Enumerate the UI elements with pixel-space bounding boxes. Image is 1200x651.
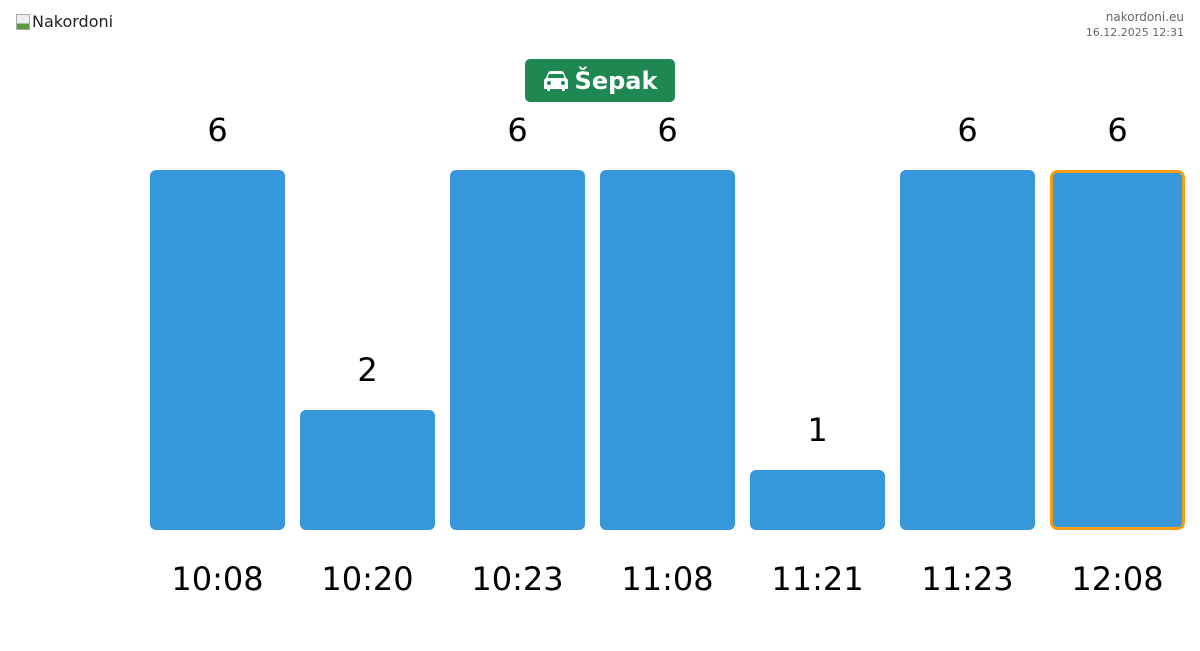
bar[interactable] (150, 170, 285, 530)
location-badge: Šepak (525, 59, 675, 102)
time-label: 11:23 (921, 560, 1013, 598)
logo[interactable]: Nakordoni (16, 12, 113, 31)
time-label: 12:08 (1071, 560, 1163, 598)
time-label: 11:21 (771, 560, 863, 598)
time-label: 10:23 (471, 560, 563, 598)
datetime: 16.12.2025 12:31 (1085, 26, 1184, 39)
time-label: 10:20 (321, 560, 413, 598)
value-label: 6 (1107, 111, 1127, 149)
value-label: 6 (657, 111, 677, 149)
bar[interactable] (600, 170, 735, 530)
header-meta: nakordoni.eu 16.12.2025 12:31 (1086, 9, 1184, 41)
value-label: 6 (957, 111, 977, 149)
value-label: 6 (207, 111, 227, 149)
time-label: 10:08 (171, 560, 263, 598)
bar[interactable] (300, 410, 435, 530)
badge-label: Šepak (574, 66, 658, 95)
broken-image-icon (16, 13, 30, 30)
value-label: 2 (357, 351, 377, 389)
site-name: nakordoni.eu (1105, 10, 1184, 24)
bar[interactable] (450, 170, 585, 530)
value-label: 1 (807, 411, 827, 449)
bar[interactable] (750, 470, 885, 530)
car-icon (543, 70, 568, 91)
bar[interactable] (900, 170, 1035, 530)
value-label: 6 (507, 111, 527, 149)
logo-alt-text: Nakordoni (32, 12, 114, 31)
bar-highlighted[interactable] (1050, 170, 1185, 530)
time-label: 11:08 (621, 560, 713, 598)
